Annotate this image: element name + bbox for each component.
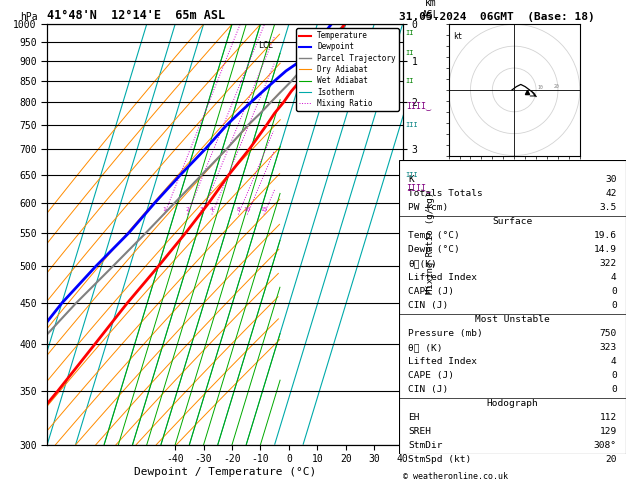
Text: 15: 15 bbox=[260, 208, 268, 212]
Text: 20: 20 bbox=[554, 84, 559, 89]
Y-axis label: km
ASL: km ASL bbox=[422, 0, 440, 20]
Text: CIN (J): CIN (J) bbox=[408, 301, 448, 310]
Text: II: II bbox=[406, 78, 415, 84]
Text: 19.6: 19.6 bbox=[594, 231, 617, 240]
Text: 2: 2 bbox=[186, 208, 189, 212]
Text: 0: 0 bbox=[611, 385, 617, 394]
Text: θᴄ (K): θᴄ (K) bbox=[408, 343, 443, 352]
Text: Surface: Surface bbox=[493, 217, 533, 226]
Text: 0: 0 bbox=[611, 301, 617, 310]
Text: 3.5: 3.5 bbox=[599, 203, 617, 212]
Text: 42: 42 bbox=[605, 189, 617, 198]
Text: 0: 0 bbox=[611, 371, 617, 380]
Text: CAPE (J): CAPE (J) bbox=[408, 371, 455, 380]
Text: 1: 1 bbox=[162, 208, 166, 212]
Text: StmSpd (kt): StmSpd (kt) bbox=[408, 455, 472, 464]
Text: θᴄ(K): θᴄ(K) bbox=[408, 259, 437, 268]
Text: CIN (J): CIN (J) bbox=[408, 385, 448, 394]
Text: Dewp (°C): Dewp (°C) bbox=[408, 245, 460, 254]
Text: III: III bbox=[406, 172, 418, 178]
Text: 31.05.2024  06GMT  (Base: 18): 31.05.2024 06GMT (Base: 18) bbox=[399, 12, 595, 22]
Text: EH: EH bbox=[408, 413, 420, 422]
Text: 41°48'N  12°14'E  65m ASL: 41°48'N 12°14'E 65m ASL bbox=[47, 9, 225, 22]
Text: 10: 10 bbox=[537, 85, 543, 90]
Text: 308°: 308° bbox=[594, 441, 617, 450]
Text: Lifted Index: Lifted Index bbox=[408, 273, 477, 282]
Text: hPa: hPa bbox=[21, 12, 38, 22]
Text: 10: 10 bbox=[243, 208, 251, 212]
Text: Totals Totals: Totals Totals bbox=[408, 189, 483, 198]
Text: Pressure (mb): Pressure (mb) bbox=[408, 329, 483, 338]
Text: 112: 112 bbox=[599, 413, 617, 422]
Text: CAPE (J): CAPE (J) bbox=[408, 287, 455, 296]
Text: 4: 4 bbox=[611, 357, 617, 366]
Text: Mixing Ratio (g/kg): Mixing Ratio (g/kg) bbox=[426, 192, 435, 294]
Text: StmDir: StmDir bbox=[408, 441, 443, 450]
Text: II: II bbox=[406, 51, 415, 56]
Text: 323: 323 bbox=[599, 343, 617, 352]
Text: Most Unstable: Most Unstable bbox=[476, 315, 550, 324]
Text: Lifted Index: Lifted Index bbox=[408, 357, 477, 366]
Text: SREH: SREH bbox=[408, 427, 431, 436]
Text: 4: 4 bbox=[611, 273, 617, 282]
Text: © weatheronline.co.uk: © weatheronline.co.uk bbox=[403, 472, 508, 481]
Text: 30: 30 bbox=[605, 175, 617, 184]
Text: K: K bbox=[408, 175, 415, 184]
Text: 8: 8 bbox=[237, 208, 240, 212]
Text: 750: 750 bbox=[599, 329, 617, 338]
Text: III: III bbox=[406, 122, 418, 128]
Text: 3: 3 bbox=[199, 208, 203, 212]
Text: kt: kt bbox=[453, 32, 462, 41]
Text: IIII‿: IIII‿ bbox=[406, 103, 431, 111]
Text: 129: 129 bbox=[599, 427, 617, 436]
Text: Temp (°C): Temp (°C) bbox=[408, 231, 460, 240]
Text: 14.9: 14.9 bbox=[594, 245, 617, 254]
Text: LCL: LCL bbox=[258, 41, 273, 51]
Text: II: II bbox=[406, 30, 415, 36]
Text: 0: 0 bbox=[611, 287, 617, 296]
Text: 20: 20 bbox=[605, 455, 617, 464]
Text: 4: 4 bbox=[210, 208, 214, 212]
Text: IIII‿: IIII‿ bbox=[406, 184, 431, 193]
Text: PW (cm): PW (cm) bbox=[408, 203, 448, 212]
X-axis label: Dewpoint / Temperature (°C): Dewpoint / Temperature (°C) bbox=[134, 467, 316, 477]
Legend: Temperature, Dewpoint, Parcel Trajectory, Dry Adiabat, Wet Adiabat, Isotherm, Mi: Temperature, Dewpoint, Parcel Trajectory… bbox=[296, 28, 399, 111]
Text: 322: 322 bbox=[599, 259, 617, 268]
Text: Hodograph: Hodograph bbox=[487, 399, 538, 408]
